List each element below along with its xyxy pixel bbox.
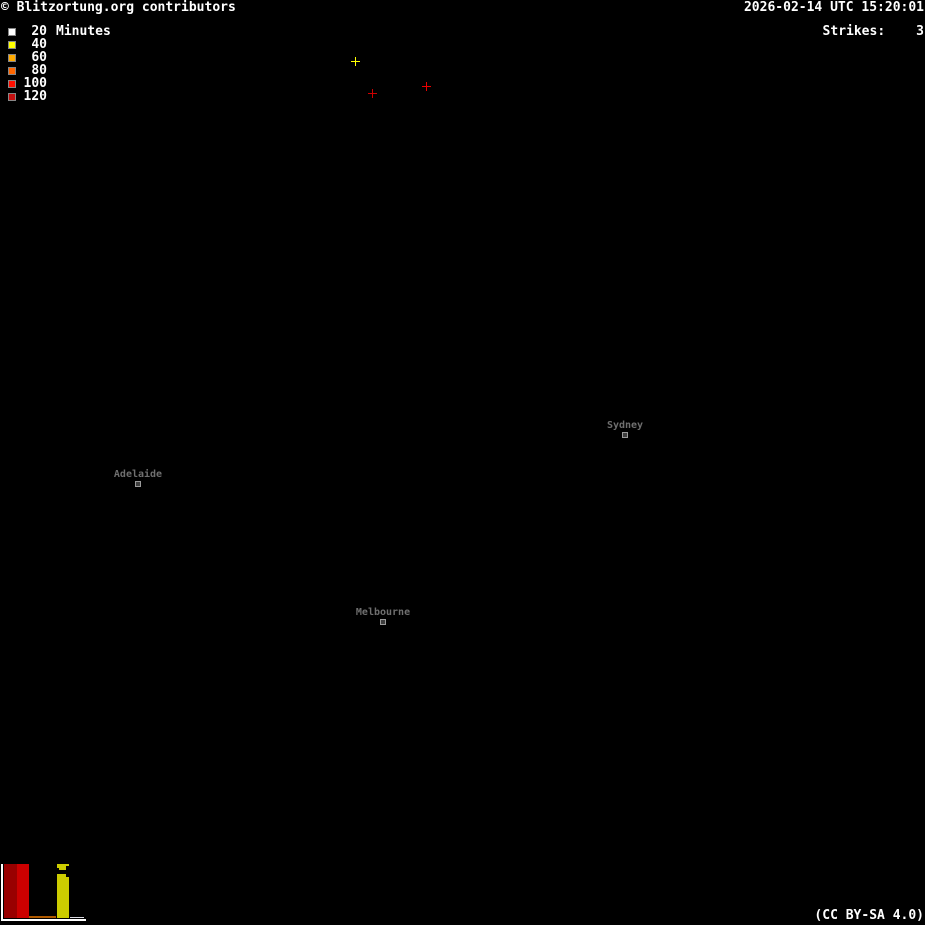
strike-cross-vbar [355,57,356,66]
histogram-bar [57,864,69,918]
legend-unit-label: Minutes [56,24,111,39]
strike-marker-icon [422,82,431,91]
strike-marker-icon [368,89,377,98]
license-text: (CC BY-SA 4.0) [814,908,924,923]
legend-color-swatch [8,53,16,62]
legend-item-label: 120 [23,89,47,104]
city-label: Adelaide [113,469,163,480]
histogram-bar [70,917,84,918]
cursor-vbar [66,866,69,877]
timestamp: 2026-02-14 UTC 15:20:01 [743,0,924,15]
legend-item: 20 Minutes [0,25,111,38]
city-marker-icon [135,481,141,487]
strikes-label: Strikes: [822,24,886,39]
strike-cross-vbar [372,89,373,98]
cursor-nub [57,868,59,870]
histogram-bar [17,864,29,918]
strike-cross-vbar [426,82,427,91]
attribution-text: © Blitzortung.org contributors [1,0,236,15]
legend-item: 80 [0,64,111,77]
age-legend: 20 Minutes 40 60 80 100 120 [0,25,111,103]
legend-item-label: 20 [31,24,47,39]
legend-item-label: 100 [23,76,47,91]
legend-item: 40 [0,38,111,51]
legend-item-label: 80 [31,63,47,78]
legend-color-swatch [8,66,16,75]
legend-item: 60 [0,51,111,64]
histogram-x-axis [1,919,86,921]
cursor-hbar [57,870,67,874]
strike-marker-icon [351,57,360,66]
strike-histogram [0,860,110,925]
histogram-y-axis [1,864,3,920]
legend-item: 120 [0,90,111,103]
legend-color-swatch [8,27,16,36]
strikes-counter: Strikes: 3 [823,25,924,38]
legend-item: 100 [0,77,111,90]
histogram-bar [4,864,17,918]
legend-color-swatch [8,92,16,101]
city-label: Melbourne [355,607,411,618]
city-marker-icon [622,432,628,438]
legend-item-label: 60 [31,50,47,65]
strikes-count: 3 [916,24,924,39]
city-marker-icon [380,619,386,625]
legend-color-swatch [8,79,16,88]
legend-color-swatch [8,40,16,49]
city-label: Sydney [606,420,644,431]
histogram-bar [29,916,56,918]
legend-item-label: 40 [31,37,47,52]
